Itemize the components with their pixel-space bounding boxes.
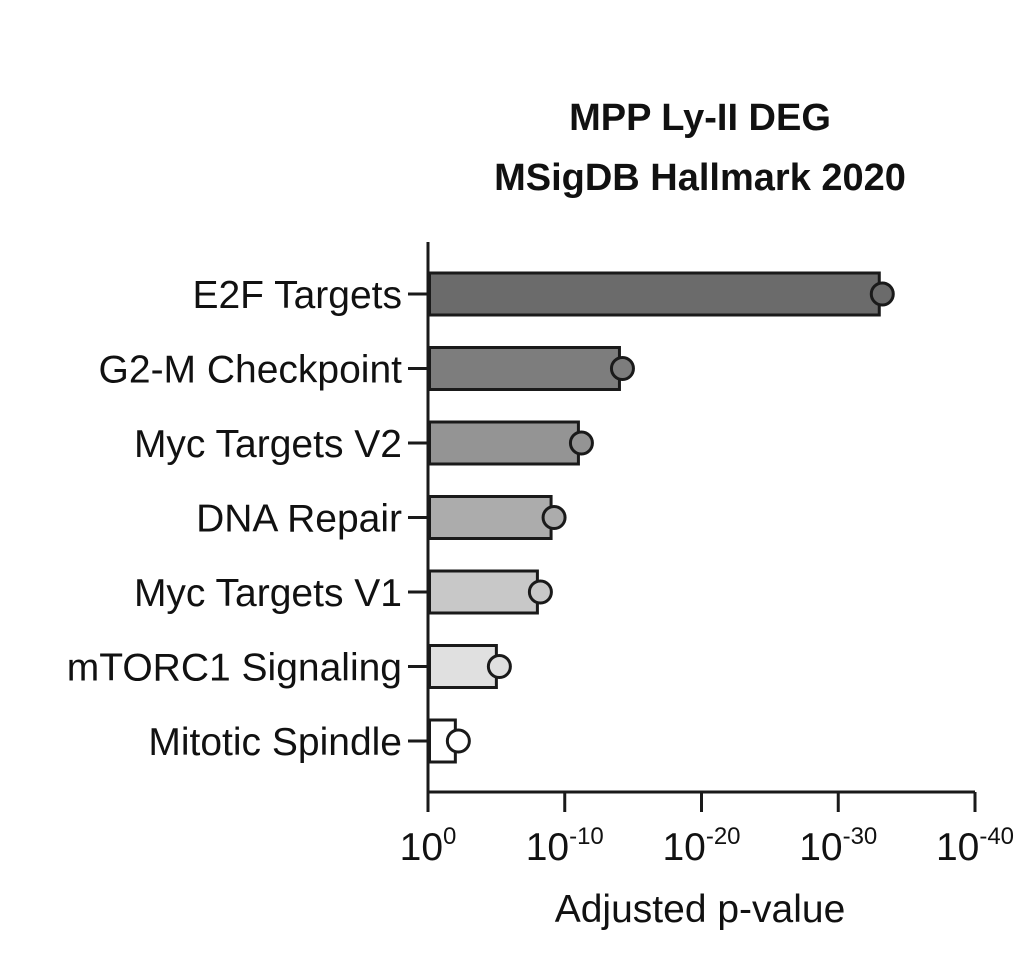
category-label: E2F Targets: [192, 274, 402, 317]
x-tick-label: 10-30: [799, 823, 877, 869]
chart-title-line-2: MSigDB Hallmark 2020: [494, 157, 906, 199]
plot-area: E2F Targets G2-M Checkpoint Myc Targets V2…: [67, 242, 1014, 869]
category-label: Mitotic Spindle: [148, 721, 402, 764]
x-tick-label: 10-10: [526, 823, 604, 869]
category-label: Myc Targets V2: [134, 423, 402, 466]
chart-title-line-1: MPP Ly-II DEG: [569, 97, 831, 139]
data-point-marker: [609, 356, 635, 381]
bar: [428, 271, 881, 317]
data-point-marker: [541, 505, 567, 530]
data-point-marker: [869, 281, 895, 307]
bar: [428, 569, 539, 615]
data-point-marker: [527, 579, 553, 605]
x-tick-label: 10-40: [936, 823, 1014, 869]
bar: [428, 644, 498, 689]
data-point-marker: [568, 430, 594, 456]
bar: [428, 495, 553, 540]
category-label: G2-M Checkpoint: [99, 349, 403, 392]
category-label: DNA Repair: [196, 498, 402, 541]
data-point-marker: [445, 728, 471, 754]
category-label: mTORC1 Signaling: [67, 647, 402, 690]
bar: [428, 420, 580, 466]
x-tick-label: 100: [400, 823, 457, 869]
x-tick-label: 10-20: [662, 823, 740, 869]
bar: [428, 346, 621, 391]
data-point-marker: [486, 654, 512, 679]
category-label: Myc Targets V1: [134, 572, 402, 615]
x-axis-title: Adjusted p-value: [555, 888, 846, 931]
